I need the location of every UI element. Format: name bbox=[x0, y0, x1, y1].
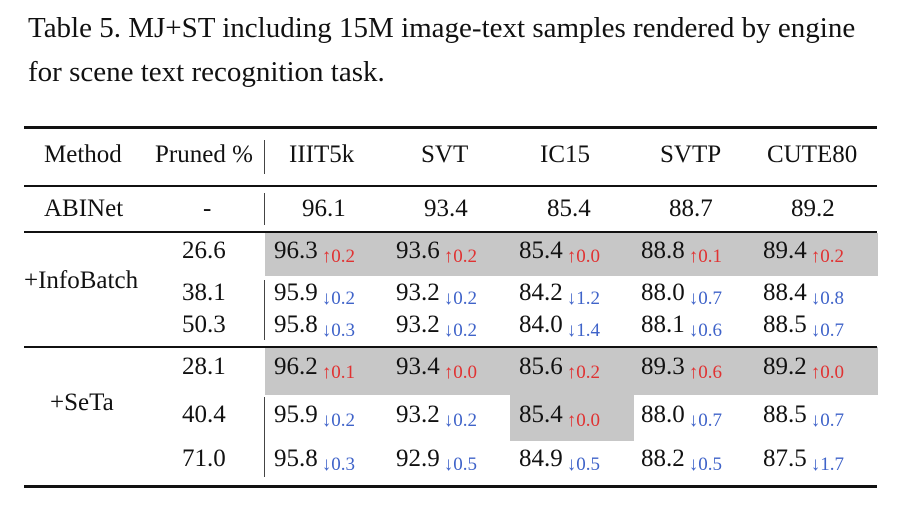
baseline-svt: 93.4 bbox=[424, 195, 468, 222]
header-svt: SVT bbox=[421, 141, 469, 168]
result-cell: 95.9 ↓0.2 bbox=[274, 279, 355, 309]
result-cell: 88.0 ↓0.7 bbox=[641, 401, 722, 431]
column-separator bbox=[264, 193, 265, 225]
result-cell: 93.2 ↓0.2 bbox=[396, 311, 477, 341]
highlight-row-seta-28 bbox=[265, 347, 878, 395]
method-seta: +SeTa bbox=[50, 389, 114, 416]
result-cell: 96.3 ↑0.2 bbox=[274, 237, 355, 267]
header-cute80: CUTE80 bbox=[767, 141, 858, 168]
result-cell: 93.2 ↓0.2 bbox=[396, 279, 477, 309]
header-ic15: IC15 bbox=[540, 141, 590, 168]
baseline-cute80: 89.2 bbox=[791, 195, 835, 222]
result-cell: 95.9 ↓0.2 bbox=[274, 401, 355, 431]
header-svtp: SVTP bbox=[660, 141, 722, 168]
header-rule bbox=[24, 185, 877, 187]
header-method: Method bbox=[44, 141, 122, 168]
baseline-iiit5k: 96.1 bbox=[302, 195, 346, 222]
highlight-cell-seta-40-ic15 bbox=[510, 395, 634, 441]
column-separator bbox=[264, 280, 265, 340]
method-infobatch: +InfoBatch bbox=[24, 267, 139, 294]
result-cell: 88.1 ↓0.6 bbox=[641, 311, 722, 341]
result-cell: 88.8 ↑0.1 bbox=[641, 237, 722, 267]
header-pruned: Pruned % bbox=[155, 141, 253, 168]
result-cell: 85.6 ↑0.2 bbox=[519, 353, 600, 383]
result-cell: 88.0 ↓0.7 bbox=[641, 279, 722, 309]
pruned-value: 26.6 bbox=[182, 237, 226, 264]
table-caption: Table 5. MJ+ST including 15M image-text … bbox=[28, 12, 856, 88]
pruned-value: 50.3 bbox=[182, 311, 226, 338]
highlight-row-infobatch-26 bbox=[265, 233, 878, 276]
result-cell: 93.6 ↑0.2 bbox=[396, 237, 477, 267]
pruned-value: 38.1 bbox=[182, 279, 226, 306]
result-cell: 96.2 ↑0.1 bbox=[274, 353, 355, 383]
result-cell: 89.2 ↑0.0 bbox=[763, 353, 844, 383]
pruned-value: 40.4 bbox=[182, 401, 226, 428]
pruned-value: 28.1 bbox=[182, 353, 226, 380]
baseline-pruned: - bbox=[203, 195, 212, 222]
column-separator bbox=[264, 140, 265, 174]
result-cell: 88.2 ↓0.5 bbox=[641, 445, 722, 475]
result-cell: 89.4 ↑0.2 bbox=[763, 237, 844, 267]
result-cell: 88.5 ↓0.7 bbox=[763, 401, 844, 431]
result-cell: 84.9 ↓0.5 bbox=[519, 445, 600, 475]
result-cell: 84.2 ↓1.2 bbox=[519, 279, 600, 309]
result-cell: 93.4 ↑0.0 bbox=[396, 353, 477, 383]
baseline-method: ABINet bbox=[44, 195, 124, 222]
bottom-rule bbox=[24, 485, 877, 488]
result-cell: 92.9 ↓0.5 bbox=[396, 445, 477, 475]
result-cell: 87.5 ↓1.7 bbox=[763, 445, 844, 475]
result-cell: 95.8 ↓0.3 bbox=[274, 445, 355, 475]
top-rule bbox=[24, 126, 877, 129]
baseline-ic15: 85.4 bbox=[547, 195, 591, 222]
result-cell: 93.2 ↓0.2 bbox=[396, 401, 477, 431]
baseline-svtp: 88.7 bbox=[669, 195, 713, 222]
group-rule bbox=[24, 346, 877, 348]
result-cell: 85.4 ↑0.0 bbox=[519, 237, 600, 267]
column-separator bbox=[264, 397, 265, 477]
result-cell: 84.0 ↓1.4 bbox=[519, 311, 600, 341]
result-cell: 88.5 ↓0.7 bbox=[763, 311, 844, 341]
header-iiit5k: IIIT5k bbox=[289, 141, 355, 168]
pruned-value: 71.0 bbox=[182, 445, 226, 472]
result-cell: 95.8 ↓0.3 bbox=[274, 311, 355, 341]
result-cell: 89.3 ↑0.6 bbox=[641, 353, 722, 383]
result-cell: 88.4 ↓0.8 bbox=[763, 279, 844, 309]
baseline-rule bbox=[24, 231, 877, 233]
result-cell: 85.4 ↑0.0 bbox=[519, 401, 600, 431]
